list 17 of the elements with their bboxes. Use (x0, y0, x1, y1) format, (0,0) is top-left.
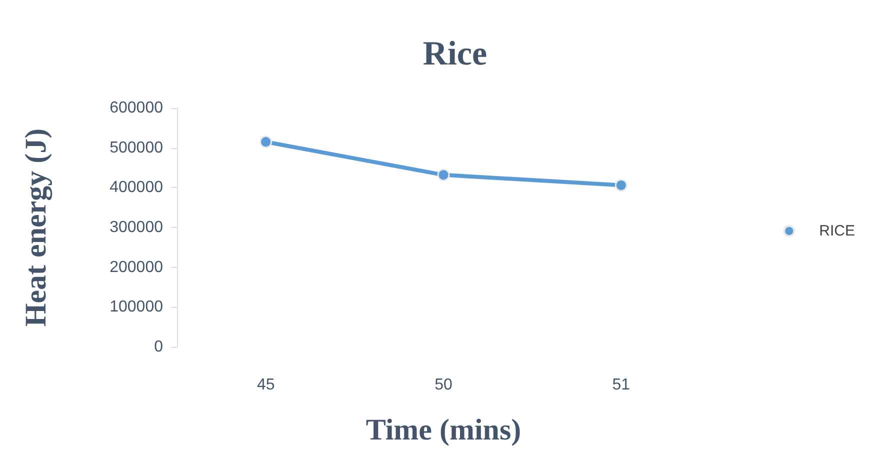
point (260, 136, 272, 148)
y-tick-label: 100000 (110, 298, 164, 316)
x-axis-title: Time (mins) (366, 414, 522, 446)
point (437, 168, 450, 182)
y-tick-label: 600000 (110, 100, 164, 116)
y-tick-label: 200000 (110, 258, 164, 276)
x-tick-label: 50 (434, 376, 452, 394)
y-tick-label: 300000 (110, 219, 164, 236)
y-tick-label: 500000 (110, 139, 164, 156)
point (614, 179, 628, 192)
y-tick-label: 0 (154, 338, 164, 356)
x-tick-label: 51 (612, 376, 630, 394)
y-tick-label: 400000 (110, 179, 164, 196)
x-tick-label: 45 (256, 376, 275, 394)
chart-title: Rice (422, 36, 488, 72)
legend-label: RICE (819, 222, 856, 240)
y-axis-title: Heat energy (J) (20, 128, 52, 327)
